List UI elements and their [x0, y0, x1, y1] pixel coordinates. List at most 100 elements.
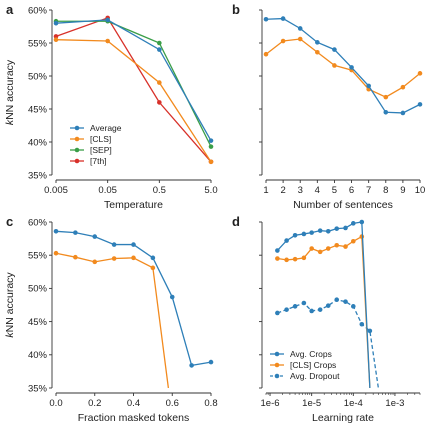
data-point	[292, 256, 298, 262]
data-point	[53, 20, 59, 26]
x-tick-label: 1	[263, 185, 268, 196]
data-point	[301, 231, 307, 237]
data-point	[351, 238, 356, 244]
y-tick-label: 40%	[28, 137, 48, 148]
data-point	[349, 65, 354, 70]
series-line-7th	[55, 17, 212, 163]
legend-marker	[74, 147, 80, 153]
x-axis-label: Number of sentences	[293, 199, 393, 211]
data-point	[284, 257, 289, 263]
series-cls	[53, 37, 214, 165]
x-tick-label: 7	[366, 185, 371, 196]
panel-c: 35% 40% 45% 50% 55% 60% 0.0 0.2 0.4 0.6 0.8 Fractio…	[4, 217, 218, 424]
y-tick-label: 40%	[28, 350, 48, 361]
data-point	[334, 226, 340, 231]
legend-marker	[74, 136, 80, 142]
data-point	[275, 248, 280, 253]
x-tick-label: 6	[349, 185, 354, 196]
series-average	[53, 17, 214, 143]
data-point	[53, 34, 59, 39]
series-series-1	[53, 250, 170, 388]
y-tick-label: 35%	[28, 383, 48, 394]
x-tick-label: 8	[383, 185, 388, 196]
data-point	[325, 246, 331, 251]
x-tick-label: 1e-5	[302, 398, 321, 409]
y-axis-label: kNN accuracy	[4, 272, 16, 338]
data-point	[284, 238, 289, 243]
y-axis-label-prefix: k	[4, 332, 16, 338]
panel-letter-b: b	[232, 2, 240, 17]
panel-d: 1e-6 1e-5 1e-4 1e-3 Learning rate Avg. Crops[…	[259, 219, 421, 424]
legend-marker	[74, 125, 80, 131]
legend-marker	[274, 362, 280, 368]
data-point	[359, 321, 365, 327]
panel-letter-a: a	[6, 2, 14, 17]
data-point	[189, 363, 194, 368]
data-point	[343, 225, 348, 231]
data-point	[105, 17, 110, 23]
y-tick-label: 35%	[28, 170, 48, 181]
series-line-average	[55, 19, 212, 142]
panel-a: 35% 40% 45% 50% 55% 60% 0.005 0.05 0.5 5.0 Tempera…	[4, 5, 218, 211]
data-point	[309, 246, 314, 251]
data-point	[301, 255, 307, 261]
legend-label-cls: [CLS]	[90, 134, 111, 144]
panel-b: 1 2 3 4 5 6 7 8 9 10 Number of sentences	[259, 9, 426, 211]
data-point	[334, 242, 340, 248]
data-point	[343, 299, 348, 304]
data-point	[292, 304, 298, 309]
panel-letter-d: d	[232, 214, 240, 229]
x-tick-label: 5	[332, 185, 337, 196]
series-avg-dropout	[275, 297, 380, 388]
data-point	[366, 83, 371, 89]
series-7th	[53, 15, 214, 165]
legend-label-avg-crops: Avg. Crops	[290, 349, 332, 359]
data-point	[157, 40, 162, 46]
data-point	[111, 242, 117, 247]
x-tick-label: 10	[415, 185, 426, 196]
series-line-series-0	[265, 17, 421, 114]
legend-label-avg-dropout: Avg. Dropout	[290, 371, 340, 381]
x-tick-label: 5.0	[204, 185, 217, 196]
x-axis-label: Learning rate	[312, 412, 374, 424]
legend-label-average: Average	[90, 123, 122, 133]
data-point	[53, 229, 59, 234]
series-line-cls	[55, 39, 212, 163]
data-point	[105, 38, 110, 44]
data-point	[383, 94, 389, 100]
y-tick-label: 55%	[28, 251, 48, 262]
data-point	[263, 51, 269, 57]
data-point	[351, 304, 356, 309]
x-tick-label: 0.8	[204, 398, 217, 409]
x-tick-label: 0.4	[127, 398, 140, 409]
data-point	[131, 242, 136, 247]
data-point	[92, 259, 98, 265]
data-point	[150, 265, 156, 271]
x-tick-label: 0.05	[98, 185, 117, 196]
series-series-0	[53, 229, 214, 368]
legend-label-7th: [7th]	[90, 156, 107, 166]
data-point	[275, 310, 280, 316]
series-series-1	[263, 36, 423, 100]
data-point	[73, 254, 78, 260]
x-tick-label: 1e-3	[385, 398, 404, 409]
y-axis-label-rest: NN accuracy	[4, 59, 16, 120]
data-point	[263, 16, 269, 22]
data-point	[157, 100, 162, 105]
data-point	[351, 221, 356, 226]
x-axis-label: Fraction masked tokens	[78, 412, 189, 424]
x-tick-label: 0.2	[88, 398, 101, 409]
data-point	[157, 80, 162, 85]
data-point	[208, 159, 214, 165]
panel-letter-c: c	[6, 214, 13, 229]
data-point	[280, 38, 286, 44]
data-point	[92, 234, 98, 239]
y-axis-label-prefix: k	[4, 119, 16, 125]
x-tick-label: 0.0	[49, 398, 62, 409]
legend-marker	[74, 158, 80, 164]
data-point	[309, 230, 314, 235]
data-point	[297, 36, 303, 42]
data-point	[53, 37, 59, 42]
